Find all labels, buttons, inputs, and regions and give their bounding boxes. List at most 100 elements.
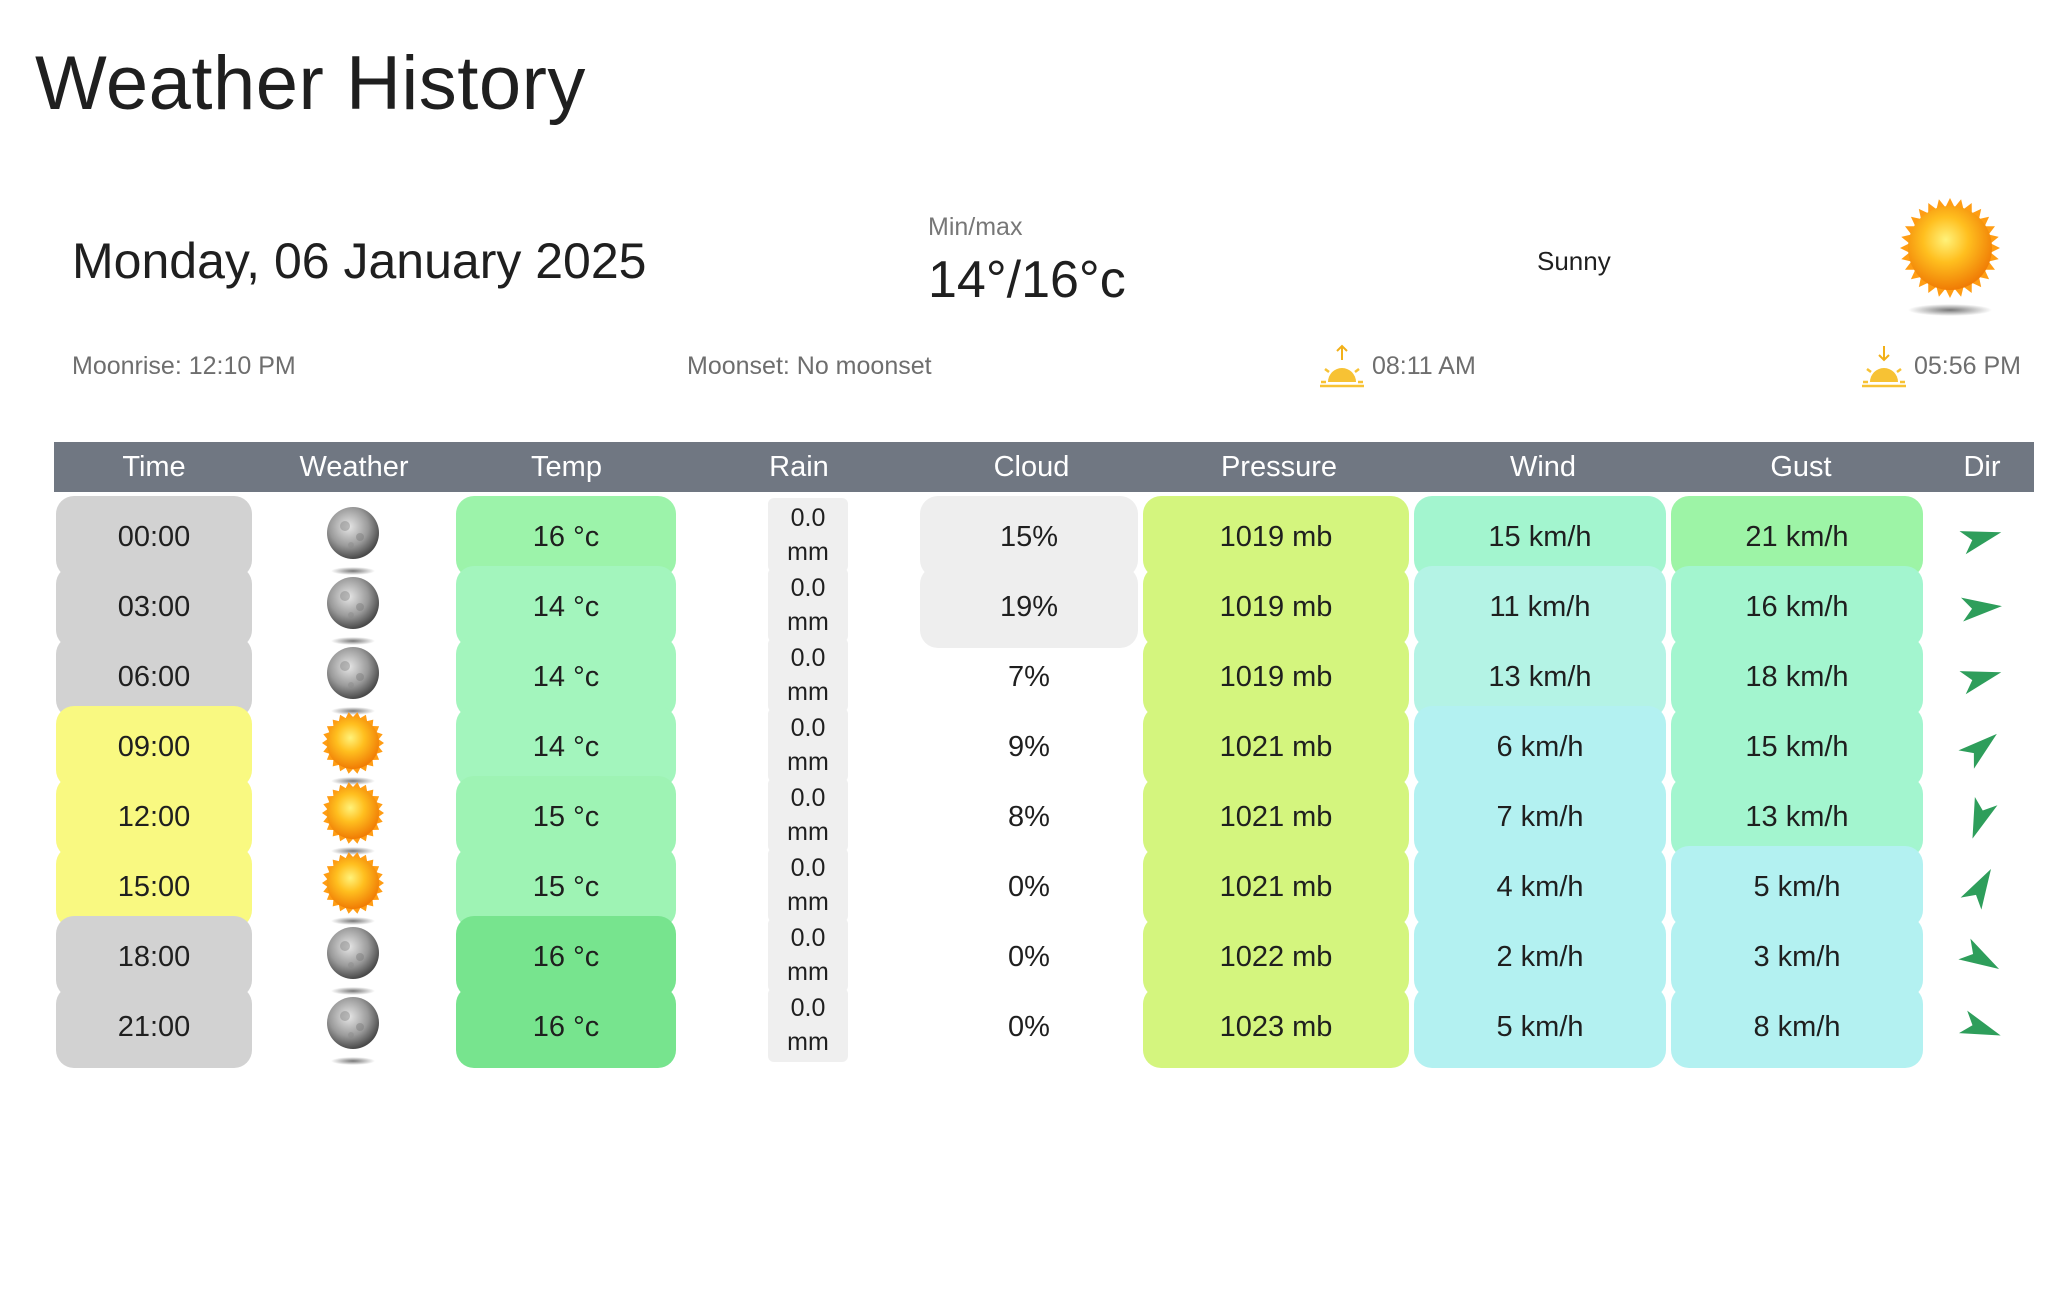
moonset-text: Moonset: No moonset: [687, 352, 932, 380]
temp-cell: 14 °c: [456, 566, 676, 648]
table-row: 21:00 16 °c 0.0 mm 0% 1023 mb 5 km/h 8 km/h: [54, 982, 2034, 1068]
time-cell: 18:00: [56, 916, 252, 998]
pressure-cell: 1019 mb: [1143, 566, 1409, 648]
header-rain: Rain: [769, 450, 829, 483]
wind-direction-arrow-icon: [1958, 938, 2000, 969]
table-header: Time Weather Temp Rain Cloud Pressure Wi…: [54, 442, 2034, 492]
rain-unit: mm: [787, 748, 829, 776]
temp-cell: 15 °c: [456, 776, 676, 858]
pressure-cell: 1021 mb: [1143, 846, 1409, 928]
wind-cell: 13 km/h: [1414, 636, 1666, 718]
table-row: 15:00 15 °c 0.0 mm 0% 1021 mb 4 km/h 5 km/h: [54, 842, 2034, 928]
table-row: 12:00 15 °c 0.0 mm 8% 1021 mb 7 km/h 13 km/h: [54, 772, 2034, 858]
temp-cell: 14 °c: [456, 636, 676, 718]
sun-icon: [322, 782, 384, 855]
time-cell: 12:00: [56, 776, 252, 858]
wind-direction-arrow-icon: [1959, 531, 2002, 555]
rain-value: 0.0: [790, 574, 826, 602]
wind-direction-arrow-icon: [1959, 671, 2002, 695]
rain-unit: mm: [787, 678, 829, 706]
rain-value: 0.0: [790, 714, 826, 742]
rain-cell: 0.0 mm: [768, 988, 848, 1062]
time-cell: 15:00: [56, 846, 252, 928]
sunset-icon: [1862, 346, 1906, 388]
time-cell: 06:00: [56, 636, 252, 718]
rain-unit: mm: [787, 818, 829, 846]
cloud-cell: 7%: [1008, 660, 1050, 693]
wind-cell: 6 km/h: [1414, 706, 1666, 788]
time-cell: 00:00: [56, 496, 252, 578]
moon-icon: [327, 577, 379, 645]
header-pressure: Pressure: [1220, 450, 1338, 483]
pressure-cell: 1021 mb: [1143, 706, 1409, 788]
table-row: 18:00 16 °c 0.0 mm 0% 1022 mb 2 km/h 3 km/h: [54, 912, 2034, 998]
gust-cell: 18 km/h: [1671, 636, 1923, 718]
pressure-cell: 1019 mb: [1143, 496, 1409, 578]
header-temp: Temp: [531, 450, 602, 483]
wind-cell: 15 km/h: [1414, 496, 1666, 578]
temp-cell: 14 °c: [456, 706, 676, 788]
gust-cell: 8 km/h: [1671, 986, 1923, 1068]
rain-value: 0.0: [790, 994, 826, 1022]
time-cell: 03:00: [56, 566, 252, 648]
wind-direction-arrow-icon: [1958, 1010, 2001, 1036]
wind-cell: 11 km/h: [1414, 566, 1666, 648]
cloud-cell: 0%: [1008, 940, 1050, 973]
rain-unit: mm: [787, 888, 829, 916]
rain-unit: mm: [787, 958, 829, 986]
rain-cell: 0.0 mm: [768, 848, 848, 922]
wind-direction-arrow-icon: [1972, 796, 1998, 839]
time-cell: 21:00: [56, 986, 252, 1068]
rain-value: 0.0: [790, 784, 826, 812]
table-row: 09:00 14 °c 0.0 mm 9% 1021 mb 6 km/h 15 km/h: [54, 702, 2034, 788]
table-row: 00:00 16 °c 0.0 mm 15% 1019 mb 15 km/h 21 km/h: [54, 492, 2034, 578]
minmax-label: Min/max: [928, 213, 1023, 241]
header-weather: Weather: [299, 450, 409, 483]
wind-direction-arrow-icon: [1960, 868, 1991, 910]
cloud-cell: 15%: [920, 496, 1138, 578]
sunrise-time: 08:11 AM: [1372, 352, 1476, 380]
sunrise-icon: [1320, 344, 1364, 388]
gust-cell: 15 km/h: [1671, 706, 1923, 788]
moon-icon: [327, 997, 379, 1065]
rain-value: 0.0: [790, 924, 826, 952]
time-cell: 09:00: [56, 706, 252, 788]
moon-icon: [327, 647, 379, 715]
cloud-cell: 9%: [1008, 730, 1050, 763]
pressure-cell: 1023 mb: [1143, 986, 1409, 1068]
rain-unit: mm: [787, 1028, 829, 1056]
moonrise-text: Moonrise: 12:10 PM: [72, 352, 296, 380]
rain-cell: 0.0 mm: [768, 918, 848, 992]
wind-cell: 5 km/h: [1414, 986, 1666, 1068]
rain-value: 0.0: [790, 644, 826, 672]
temp-cell: 16 °c: [456, 496, 676, 578]
wind-cell: 2 km/h: [1414, 916, 1666, 998]
header-cloud: Cloud: [993, 450, 1070, 483]
wind-cell: 7 km/h: [1414, 776, 1666, 858]
wind-cell: 4 km/h: [1414, 846, 1666, 928]
pressure-cell: 1019 mb: [1143, 636, 1409, 718]
pressure-cell: 1021 mb: [1143, 776, 1409, 858]
rain-unit: mm: [787, 608, 829, 636]
moon-icon: [327, 507, 379, 575]
sun-icon: [322, 712, 384, 785]
rain-value: 0.0: [790, 504, 826, 532]
sunset-time: 05:56 PM: [1914, 352, 2022, 380]
sun-icon: [1900, 198, 2000, 316]
cloud-cell: 19%: [920, 566, 1138, 648]
temp-cell: 16 °c: [456, 986, 676, 1068]
wind-direction-arrow-icon: [1961, 597, 2002, 622]
rain-unit: mm: [787, 538, 829, 566]
gust-cell: 3 km/h: [1671, 916, 1923, 998]
weather-table: Time Weather Temp Rain Cloud Pressure Wi…: [54, 442, 2034, 1236]
rain-value: 0.0: [790, 854, 826, 882]
temp-cell: 16 °c: [456, 916, 676, 998]
gust-cell: 21 km/h: [1671, 496, 1923, 578]
pressure-cell: 1022 mb: [1143, 916, 1409, 998]
page-title: Weather History: [35, 41, 586, 126]
rain-cell: 0.0 mm: [768, 708, 848, 782]
rain-cell: 0.0 mm: [768, 498, 848, 572]
temp-cell: 15 °c: [456, 846, 676, 928]
gust-cell: 13 km/h: [1671, 776, 1923, 858]
sun-icon: [322, 852, 384, 925]
